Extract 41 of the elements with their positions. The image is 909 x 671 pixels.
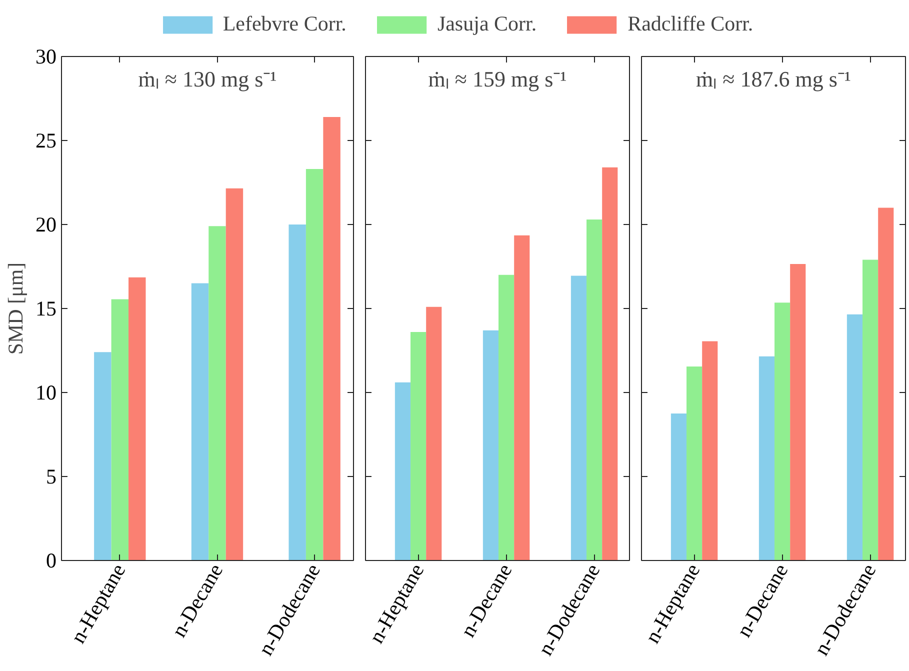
bar <box>846 314 863 560</box>
text: ṁₗ ≈ 187.6 mg s⁻¹ <box>696 66 851 92</box>
bar <box>410 332 426 560</box>
bar <box>426 306 442 560</box>
y-tick-label: 30 <box>36 44 56 68</box>
bar <box>774 302 790 560</box>
text: ṁₗ ≈ 130 mg s⁻¹ <box>138 66 277 92</box>
legend-label: Lefebvre Corr. <box>222 12 346 36</box>
bar <box>790 264 806 560</box>
bar <box>514 235 530 560</box>
legend-label: Jasuja Corr. <box>437 12 537 36</box>
bar <box>686 366 702 560</box>
bar <box>878 208 894 560</box>
legend-label: Radcliffe Corr. <box>628 12 754 36</box>
bar <box>94 352 112 560</box>
y-tick-label: 25 <box>36 128 56 152</box>
bar <box>862 260 878 560</box>
bar <box>586 219 602 560</box>
text: ṁₗ ≈ 159 mg s⁻¹ <box>428 66 567 92</box>
bar <box>758 356 775 560</box>
y-tick-label: 10 <box>36 380 56 404</box>
y-tick-label: 0 <box>46 548 56 572</box>
bar <box>306 169 324 560</box>
bar <box>482 330 499 560</box>
y-tick-label: 20 <box>36 212 56 236</box>
bar <box>111 299 129 560</box>
bar <box>702 341 718 560</box>
bar <box>226 188 244 560</box>
bar <box>498 274 514 560</box>
bar <box>394 382 411 560</box>
bar <box>570 276 587 560</box>
y-axis-title: SMD [μm] <box>4 262 28 355</box>
bar <box>128 277 146 560</box>
y-tick-label: 15 <box>36 296 56 320</box>
bar <box>602 167 618 560</box>
bar <box>208 226 226 560</box>
bar <box>323 116 340 560</box>
y-tick-label: 5 <box>46 464 56 488</box>
bar <box>191 283 209 560</box>
bar <box>288 224 306 560</box>
bar <box>670 414 687 560</box>
